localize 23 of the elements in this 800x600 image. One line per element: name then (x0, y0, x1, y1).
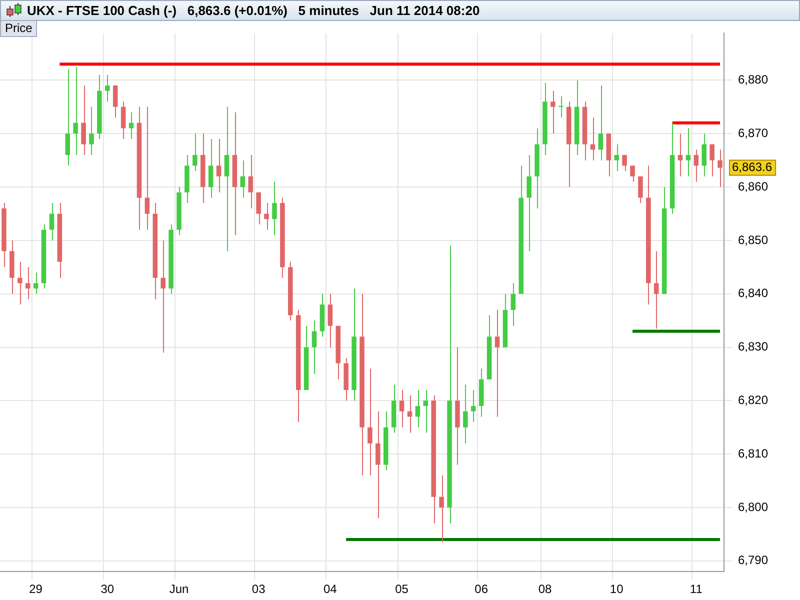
x-tick-label: 04 (323, 582, 338, 596)
y-axis-title: Price (0, 20, 38, 37)
y-tick-label: 6,870 (738, 126, 768, 140)
y-tick-label: 6,830 (738, 340, 768, 354)
y-tick-label: 6,790 (738, 553, 768, 568)
chart-title: UKX - FTSE 100 Cash (-) 6,863.6 (+0.01%) 5 minutes Jun 11 2014 08:20 (27, 2, 480, 20)
x-tick-label: 10 (610, 582, 624, 596)
x-tick-label: 03 (252, 582, 266, 596)
y-tick-label: 6,860 (738, 179, 768, 194)
x-tick-label: 06 (474, 582, 488, 596)
x-tick-label: 29 (29, 582, 43, 596)
y-tick-label: 6,840 (738, 286, 768, 300)
y-tick-label: 6,850 (738, 232, 768, 247)
x-tick-label: 08 (538, 582, 552, 596)
y-tick-label: 6,810 (738, 446, 768, 460)
x-tick-label: 30 (100, 582, 114, 596)
x-tick-label: 11 (690, 582, 703, 596)
y-tick-label: 6,820 (738, 392, 768, 407)
y-tick-label: 6,800 (738, 500, 768, 514)
x-tick-label: 05 (395, 582, 409, 596)
x-tick-label: Jun (169, 582, 189, 596)
y-tick-label: 6,880 (738, 72, 768, 87)
text: 6,863.6 (732, 160, 772, 174)
